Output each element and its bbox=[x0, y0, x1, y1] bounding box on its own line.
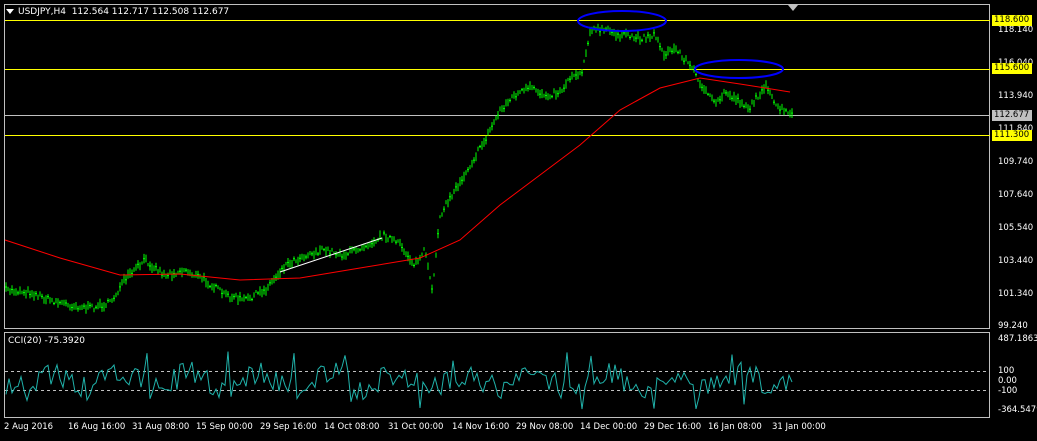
level-tag-118600: 118.600 bbox=[992, 15, 1032, 26]
ohlc-values: 112.564 112.717 112.508 112.677 bbox=[71, 7, 230, 17]
cci-axis-label: 0.00 bbox=[998, 376, 1017, 386]
cci-axis-label: -364.5479 bbox=[998, 405, 1037, 415]
time-axis-label: 29 Dec 16:00 bbox=[644, 422, 702, 432]
current-price-tag: 112.677 bbox=[992, 110, 1032, 121]
cci-axis-label: -100 bbox=[998, 386, 1018, 396]
price-axis-label: 99.240 bbox=[998, 321, 1028, 331]
cci-line bbox=[5, 351, 793, 410]
time-axis-label: 31 Oct 00:00 bbox=[388, 422, 444, 432]
time-axis-label: 2 Aug 2016 bbox=[4, 422, 54, 432]
price-axis-label: 101.340 bbox=[998, 289, 1034, 299]
price-axis-label: 105.540 bbox=[998, 223, 1034, 233]
dropdown-arrow-icon[interactable] bbox=[6, 9, 14, 14]
time-axis-label: 14 Oct 08:00 bbox=[324, 422, 380, 432]
time-axis-label: 29 Nov 08:00 bbox=[516, 422, 574, 432]
moving-average-line bbox=[4, 77, 791, 281]
time-axis-label: 29 Sep 16:00 bbox=[260, 422, 317, 432]
price-axis-label: 109.740 bbox=[998, 157, 1034, 167]
price-axis-label: 118.140 bbox=[998, 25, 1034, 35]
price-axis-label: 111.840 bbox=[998, 124, 1034, 134]
level-tag-115600: 115.600 bbox=[992, 63, 1032, 74]
time-axis-label: 31 Aug 08:00 bbox=[132, 422, 190, 432]
cci-pane[interactable] bbox=[4, 332, 990, 418]
time-axis-label: 14 Nov 16:00 bbox=[452, 422, 510, 432]
symbol-timeframe: USDJPY,H4 bbox=[18, 7, 66, 17]
cci-axis-label: 487.1863 bbox=[998, 334, 1037, 344]
time-axis-label: 15 Sep 00:00 bbox=[196, 422, 253, 432]
time-axis-label: 31 Jan 00:00 bbox=[772, 422, 826, 432]
price-axis-label: 113.940 bbox=[998, 91, 1034, 101]
chart-header: USDJPY,H4 112.564 112.717 112.508 112.67… bbox=[6, 6, 229, 18]
time-axis-label: 16 Jan 08:00 bbox=[708, 422, 762, 432]
price-axis-label: 103.440 bbox=[998, 256, 1034, 266]
cci-axis-label: 100 bbox=[998, 366, 1015, 376]
price-pane[interactable] bbox=[4, 4, 990, 329]
top-ellipse-left[interactable] bbox=[577, 10, 667, 32]
time-axis-label: 14 Dec 00:00 bbox=[580, 422, 638, 432]
chart-shift-marker[interactable] bbox=[788, 5, 798, 11]
level-tag-111300: 111.300 bbox=[992, 130, 1032, 141]
time-axis-label: 16 Aug 16:00 bbox=[68, 422, 126, 432]
price-axis-label: 107.640 bbox=[998, 190, 1034, 200]
price-series bbox=[5, 23, 793, 314]
trendline[interactable] bbox=[279, 237, 383, 273]
top-ellipse-right[interactable] bbox=[694, 59, 784, 79]
cci-title: CCI(20) -75.3920 bbox=[8, 336, 86, 346]
